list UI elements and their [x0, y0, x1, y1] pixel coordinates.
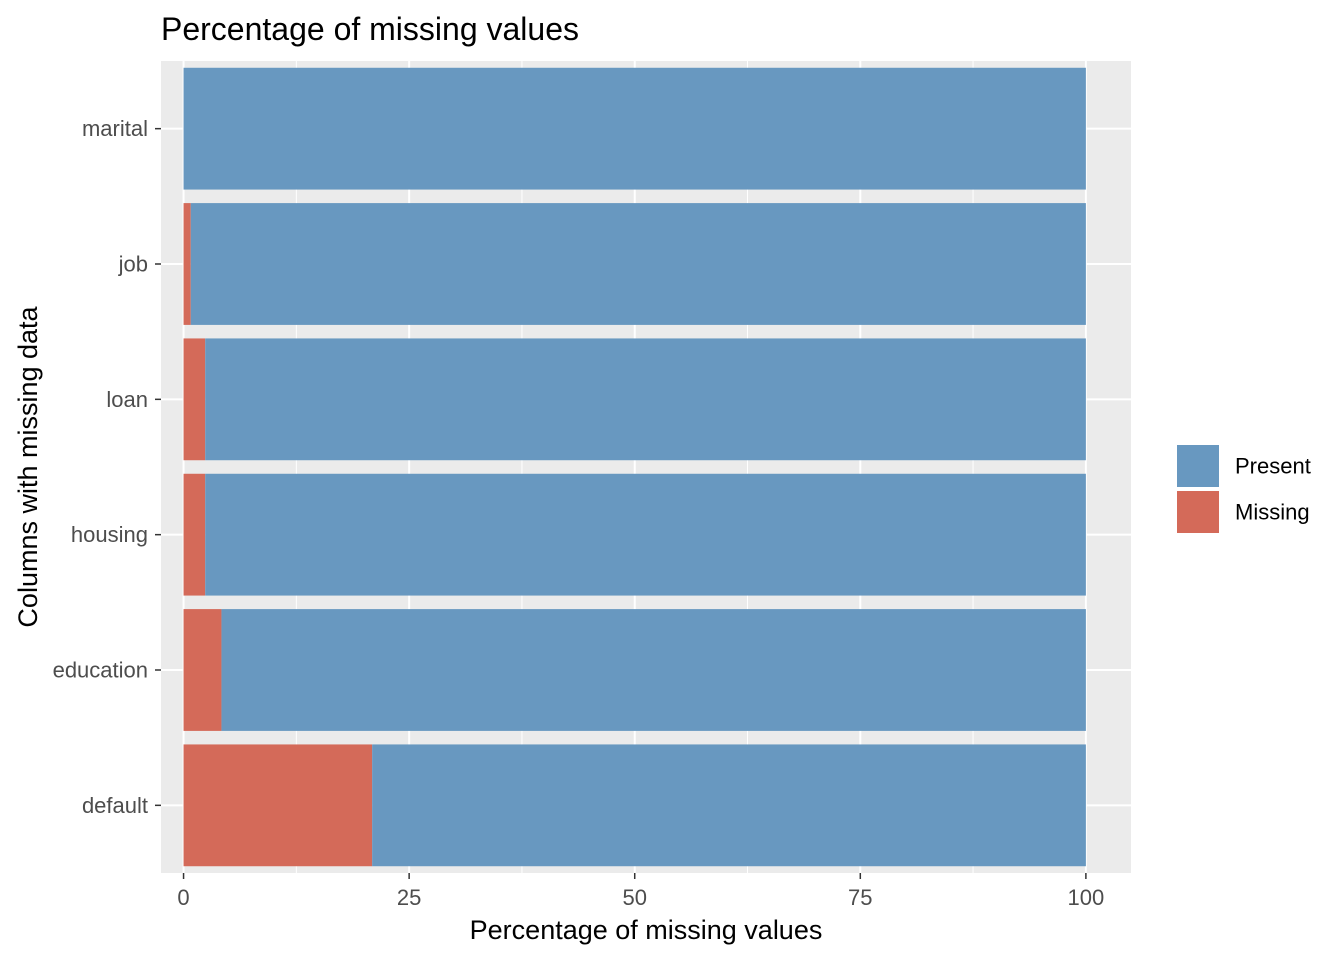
x-tick-label: 75: [848, 885, 872, 910]
bars: [183, 67, 1086, 867]
bar-missing-job: [183, 203, 191, 325]
x-tick-label: 0: [177, 885, 189, 910]
y-axis-title: Columns with missing data: [13, 305, 43, 627]
y-tick-label: education: [53, 658, 148, 683]
x-tick-label: 100: [1068, 885, 1105, 910]
bar-missing-default: [183, 744, 373, 867]
y-tick-label: loan: [106, 387, 148, 412]
legend-key-missing: [1175, 489, 1221, 535]
x-tick-label: 50: [622, 885, 646, 910]
bar-missing-education: [183, 609, 222, 731]
plot-panel: [161, 61, 1131, 873]
chart-title: Percentage of missing values: [161, 11, 579, 47]
x-axis: 0 25 50 75 100: [177, 873, 1104, 910]
bar-present-loan: [205, 338, 1086, 461]
x-axis-title: Percentage of missing values: [470, 915, 823, 945]
bar-present-housing: [205, 473, 1086, 596]
y-tick-label: marital: [82, 116, 148, 141]
grid-minor: [295, 61, 974, 873]
bar-missing-housing: [183, 473, 206, 596]
y-tick-label: housing: [71, 522, 148, 547]
legend: Present Missing: [1175, 443, 1311, 535]
y-tick-label: job: [118, 252, 148, 277]
legend-label-missing: Missing: [1235, 500, 1310, 525]
x-tick-label: 25: [397, 885, 421, 910]
bar-present-marital: [183, 67, 1086, 190]
bar-missing-loan: [183, 338, 206, 461]
bar-present-job: [190, 203, 1086, 325]
y-tick-label: default: [82, 793, 148, 818]
y-axis: marital job loan housing education default: [53, 116, 161, 818]
legend-label-present: Present: [1235, 454, 1311, 479]
bar-present-education: [221, 609, 1086, 731]
bar-present-default: [372, 744, 1086, 867]
legend-key-present: [1175, 443, 1221, 489]
